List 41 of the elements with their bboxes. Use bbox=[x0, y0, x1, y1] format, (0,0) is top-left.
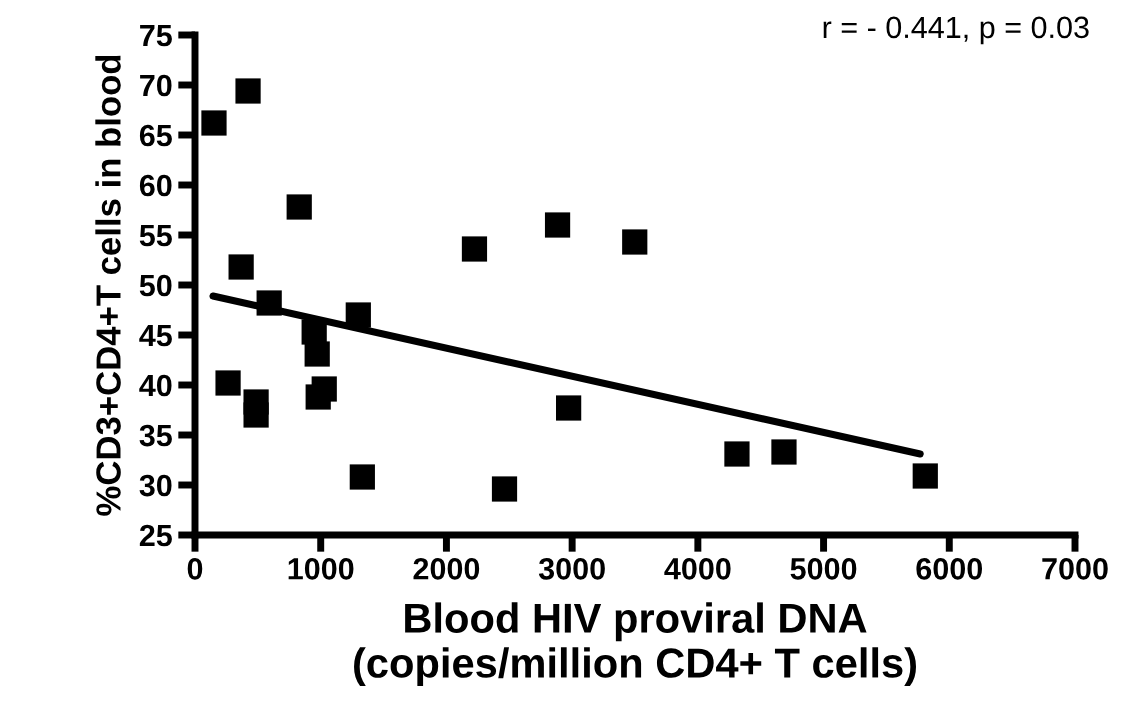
point bbox=[622, 229, 648, 255]
point bbox=[556, 395, 582, 421]
point bbox=[286, 194, 312, 220]
y-tick-label: 70 bbox=[140, 74, 172, 97]
x-tick-label: 0 bbox=[187, 558, 203, 580]
x-tick-label: 5000 bbox=[790, 558, 857, 580]
y-tick-label: 45 bbox=[139, 325, 172, 347]
point bbox=[256, 290, 282, 316]
x-tick-label: 7000 bbox=[1042, 558, 1108, 580]
x-axis-title: Blood HIV proviral DNA (copies/million CD4+ T cells) bbox=[354, 602, 917, 687]
point bbox=[215, 370, 241, 396]
y-tick-label: 40 bbox=[139, 374, 172, 397]
x-tick-label: 1000 bbox=[288, 558, 354, 580]
point bbox=[345, 302, 371, 328]
x-tick-label: 6000 bbox=[916, 558, 983, 580]
y-tick-label: 25 bbox=[139, 524, 172, 547]
y-tick-label: 65 bbox=[139, 124, 172, 147]
point bbox=[544, 212, 571, 238]
point bbox=[912, 463, 938, 489]
x-tick-label: 2000 bbox=[413, 558, 480, 580]
point bbox=[461, 236, 488, 262]
point bbox=[228, 254, 254, 280]
y-tick-label: 55 bbox=[139, 225, 172, 247]
y-tick-label: 50 bbox=[139, 274, 172, 297]
point bbox=[771, 439, 797, 465]
annotation: r = - 0.441, p = 0.03 bbox=[823, 16, 1089, 45]
x-tick-label: 4000 bbox=[664, 558, 731, 580]
y-tick-label: 60 bbox=[139, 174, 172, 197]
x-tick-label: 3000 bbox=[538, 558, 605, 580]
point bbox=[201, 110, 227, 136]
point bbox=[304, 341, 330, 367]
y-tick-label: 75 bbox=[140, 25, 172, 47]
point bbox=[235, 78, 261, 104]
point bbox=[311, 376, 337, 402]
point bbox=[243, 402, 269, 428]
y-axis-title: %CD3+CD4+T cells in blood bbox=[95, 55, 121, 516]
y-tick-label: 30 bbox=[139, 474, 172, 497]
point bbox=[491, 476, 518, 502]
point bbox=[349, 464, 375, 490]
y-tick-label: 35 bbox=[139, 424, 172, 447]
point bbox=[724, 441, 750, 467]
